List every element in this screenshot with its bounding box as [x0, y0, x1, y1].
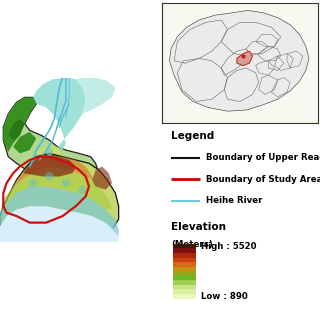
Polygon shape: [13, 155, 96, 186]
Circle shape: [62, 179, 70, 187]
Polygon shape: [3, 97, 112, 223]
Polygon shape: [237, 51, 252, 66]
Text: Elevation: Elevation: [171, 222, 226, 232]
Bar: [173, 258, 196, 262]
Bar: [173, 285, 196, 289]
Bar: [173, 253, 196, 258]
Polygon shape: [0, 186, 119, 236]
Polygon shape: [76, 77, 116, 114]
Bar: [173, 244, 196, 248]
Polygon shape: [0, 153, 119, 243]
Bar: [173, 280, 196, 285]
Text: Low : 890: Low : 890: [201, 292, 248, 301]
Polygon shape: [33, 77, 86, 150]
Polygon shape: [3, 97, 36, 152]
Text: (Meters): (Meters): [171, 240, 213, 249]
Bar: [173, 267, 196, 271]
Bar: [173, 289, 196, 294]
Text: Heihe River: Heihe River: [206, 196, 262, 205]
Bar: [173, 271, 196, 276]
Circle shape: [29, 179, 37, 187]
Text: Legend: Legend: [171, 131, 214, 141]
Circle shape: [45, 172, 53, 180]
Polygon shape: [170, 10, 309, 111]
Text: Boundary of Study Area: Boundary of Study Area: [206, 175, 320, 184]
Polygon shape: [8, 119, 25, 140]
Polygon shape: [92, 167, 112, 190]
Polygon shape: [0, 167, 112, 213]
Polygon shape: [0, 206, 119, 243]
Polygon shape: [46, 147, 53, 157]
Text: High : 5520: High : 5520: [201, 242, 257, 251]
Bar: [173, 248, 196, 253]
Polygon shape: [23, 153, 76, 176]
Polygon shape: [13, 132, 36, 153]
Text: Boundary of Upper Reach o: Boundary of Upper Reach o: [206, 154, 320, 163]
Bar: [173, 294, 196, 299]
Circle shape: [78, 186, 86, 194]
Bar: [173, 262, 196, 267]
Bar: [173, 276, 196, 280]
Polygon shape: [36, 147, 63, 163]
